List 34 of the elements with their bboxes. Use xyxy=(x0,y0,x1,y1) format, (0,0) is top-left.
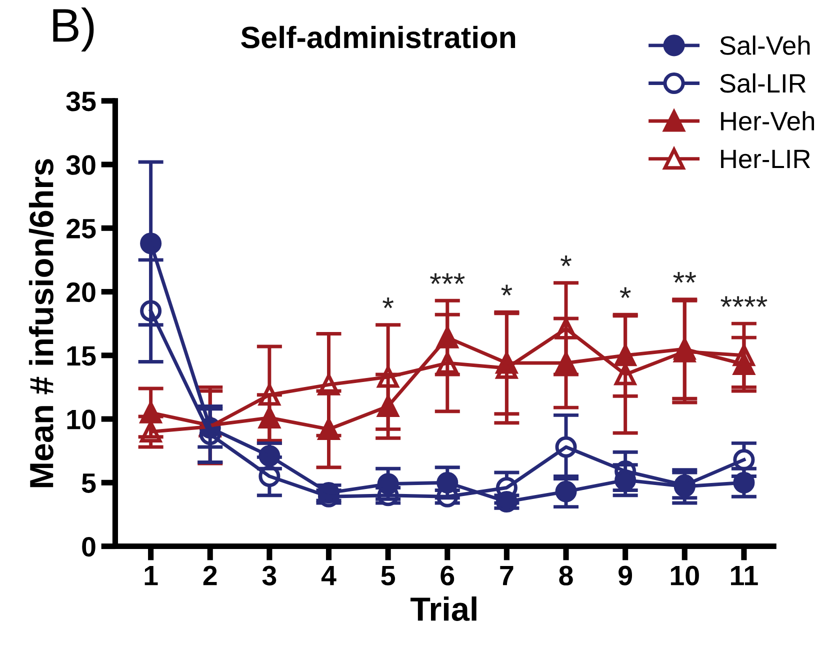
y-axis-title: Mean # infusion/6hrs xyxy=(28,159,54,488)
x-tick-label: 11 xyxy=(731,566,758,586)
x-tick-label: 6 xyxy=(440,566,454,586)
x-tick-label: 1 xyxy=(144,566,158,586)
x-tick-label: 2 xyxy=(203,566,217,586)
y-tick-label: 20 xyxy=(66,282,96,302)
annotation: * xyxy=(560,255,572,266)
annotation: ** xyxy=(673,272,696,283)
y-tick-label: 5 xyxy=(82,474,96,493)
x-tick-label: 7 xyxy=(500,566,514,586)
text: B) xyxy=(53,7,94,52)
x-axis-title: Trial xyxy=(410,596,476,621)
annotation: * xyxy=(501,284,512,296)
legend-label: Her-Veh xyxy=(721,111,814,131)
y-tick-label: 30 xyxy=(66,155,96,175)
annotation: * xyxy=(620,287,631,298)
y-tick-label: 35 xyxy=(66,92,96,112)
legend-label: Sal-LIR xyxy=(720,73,806,93)
y-tick-label: 15 xyxy=(67,346,96,366)
x-tick-label: 5 xyxy=(381,566,396,586)
annotation: * xyxy=(382,297,394,308)
annotation: *** xyxy=(430,273,465,284)
chart-title: Self-administration xyxy=(241,26,516,48)
x-tick-label: 4 xyxy=(321,566,336,586)
y-tick-label: 25 xyxy=(66,218,96,238)
legend-label: Her-LIR xyxy=(721,150,810,168)
legend-label: Sal-Veh xyxy=(720,36,810,55)
annotation: **** xyxy=(720,296,768,307)
x-tick-label: 10 xyxy=(670,566,699,586)
y-tick-label: 10 xyxy=(67,410,96,430)
y-tick-label: 0 xyxy=(82,536,96,557)
x-tick-label: 9 xyxy=(618,566,632,586)
x-tick-label: 8 xyxy=(559,566,573,586)
x-tick-label: 3 xyxy=(262,566,276,586)
